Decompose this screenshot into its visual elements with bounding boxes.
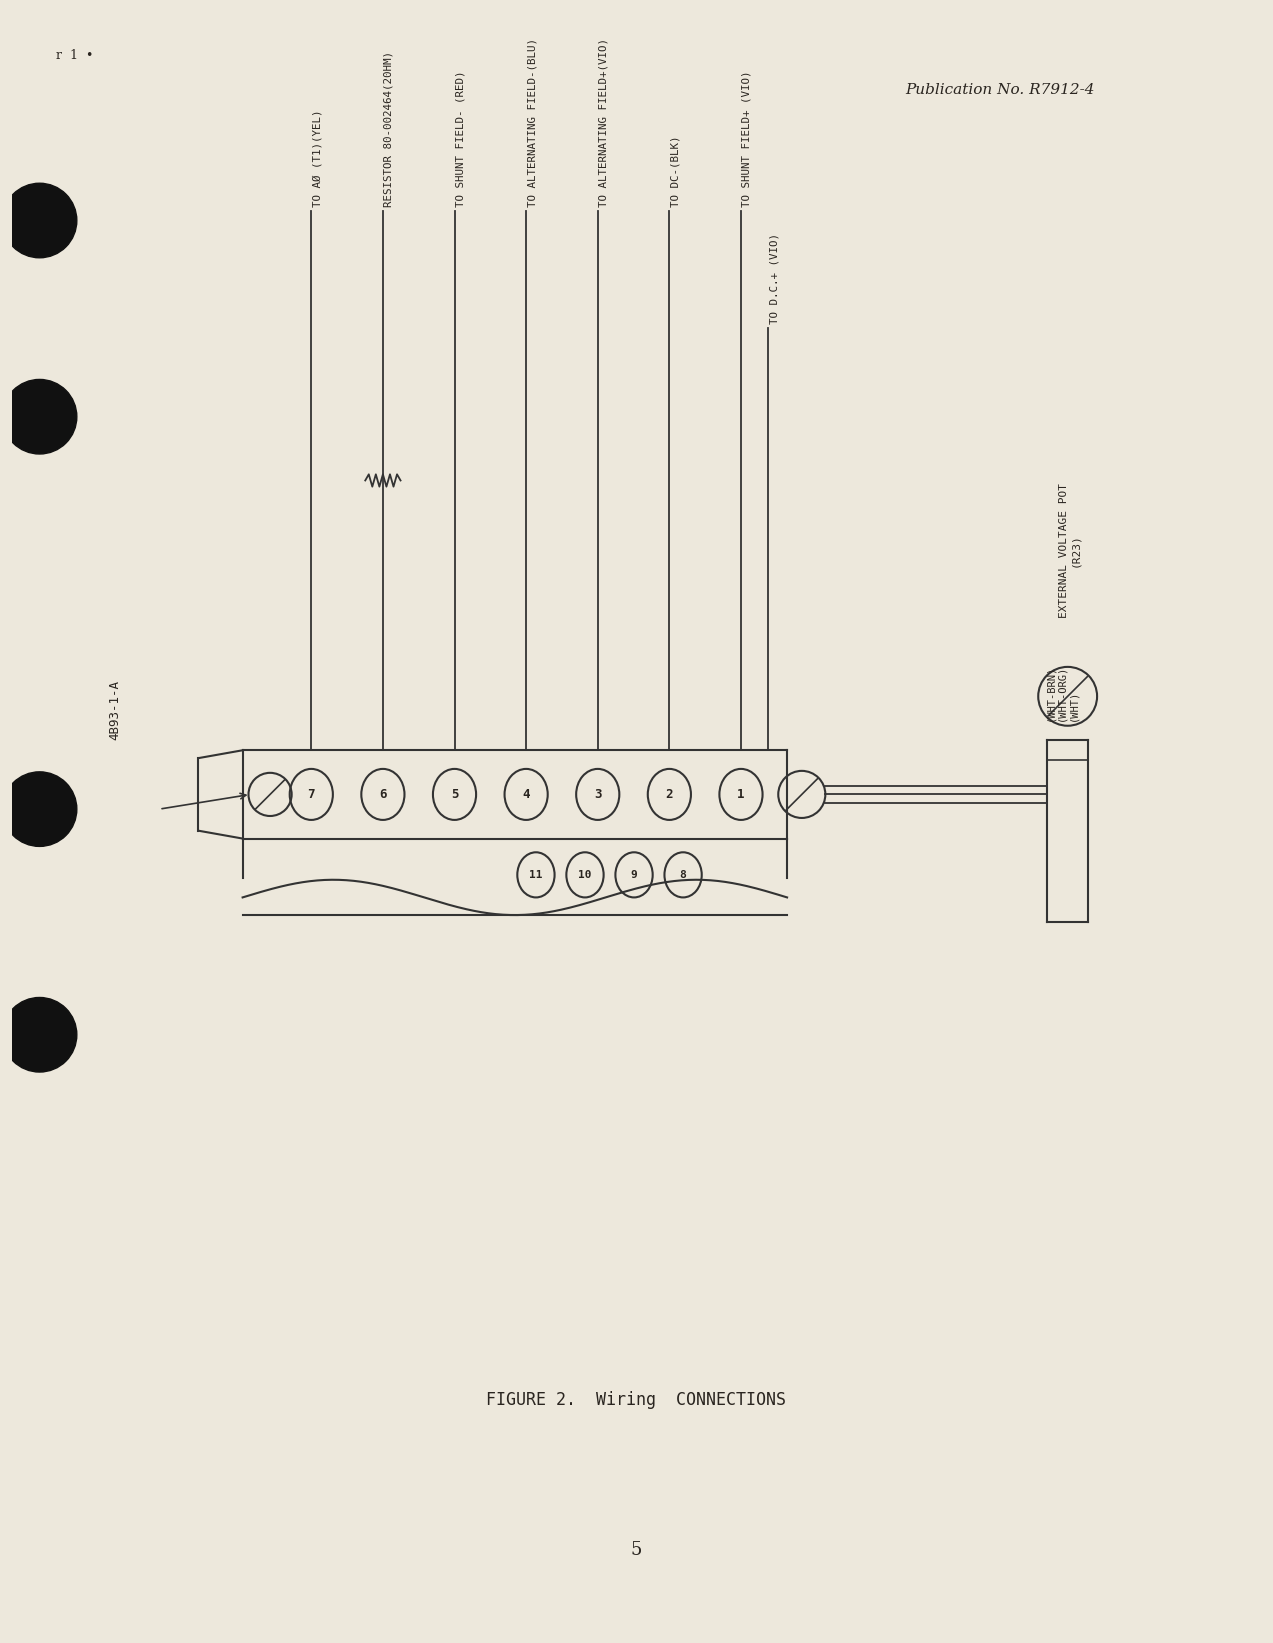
- Text: 4: 4: [522, 789, 530, 800]
- Text: RESISTOR 80-002464(20HM): RESISTOR 80-002464(20HM): [384, 51, 393, 207]
- Text: 3: 3: [594, 789, 602, 800]
- Circle shape: [3, 997, 76, 1071]
- Text: TO D.C.+ (VIO): TO D.C.+ (VIO): [769, 233, 779, 325]
- Circle shape: [3, 380, 76, 453]
- Text: 2: 2: [666, 789, 673, 800]
- Text: (WHT): (WHT): [1068, 690, 1078, 721]
- Text: 5: 5: [630, 1541, 642, 1559]
- Text: TO ALTERNATING FIELD+(VIO): TO ALTERNATING FIELD+(VIO): [598, 38, 608, 207]
- Text: 8: 8: [680, 869, 686, 881]
- Text: Publication No. R7912-4: Publication No. R7912-4: [905, 84, 1095, 97]
- Text: (WHT-ORG): (WHT-ORG): [1057, 664, 1067, 721]
- Text: r  1  •: r 1 •: [56, 49, 94, 62]
- Text: TO SHUNT FIELD+ (VIO): TO SHUNT FIELD+ (VIO): [742, 71, 752, 207]
- Text: EXTERNAL VOLTAGE POT
(R23): EXTERNAL VOLTAGE POT (R23): [1059, 483, 1081, 618]
- Text: 11: 11: [530, 869, 542, 881]
- Text: TO AØ (T1)(YEL): TO AØ (T1)(YEL): [312, 110, 322, 207]
- Text: 5: 5: [451, 789, 458, 800]
- Text: 10: 10: [578, 869, 592, 881]
- Circle shape: [3, 772, 76, 846]
- Text: 7: 7: [308, 789, 314, 800]
- Text: 9: 9: [630, 869, 638, 881]
- Text: 6: 6: [379, 789, 387, 800]
- Text: (WHT-BRN): (WHT-BRN): [1045, 664, 1055, 721]
- Circle shape: [3, 184, 76, 258]
- Text: TO DC-(BLK): TO DC-(BLK): [671, 135, 680, 207]
- Text: TO ALTERNATING FIELD-(BLU): TO ALTERNATING FIELD-(BLU): [527, 38, 537, 207]
- Text: FIGURE 2.  Wiring  CONNECTIONS: FIGURE 2. Wiring CONNECTIONS: [486, 1390, 785, 1408]
- Text: 4B93-1-A: 4B93-1-A: [108, 680, 122, 741]
- Text: 1: 1: [737, 789, 745, 800]
- Text: TO SHUNT FIELD- (RED): TO SHUNT FIELD- (RED): [456, 71, 466, 207]
